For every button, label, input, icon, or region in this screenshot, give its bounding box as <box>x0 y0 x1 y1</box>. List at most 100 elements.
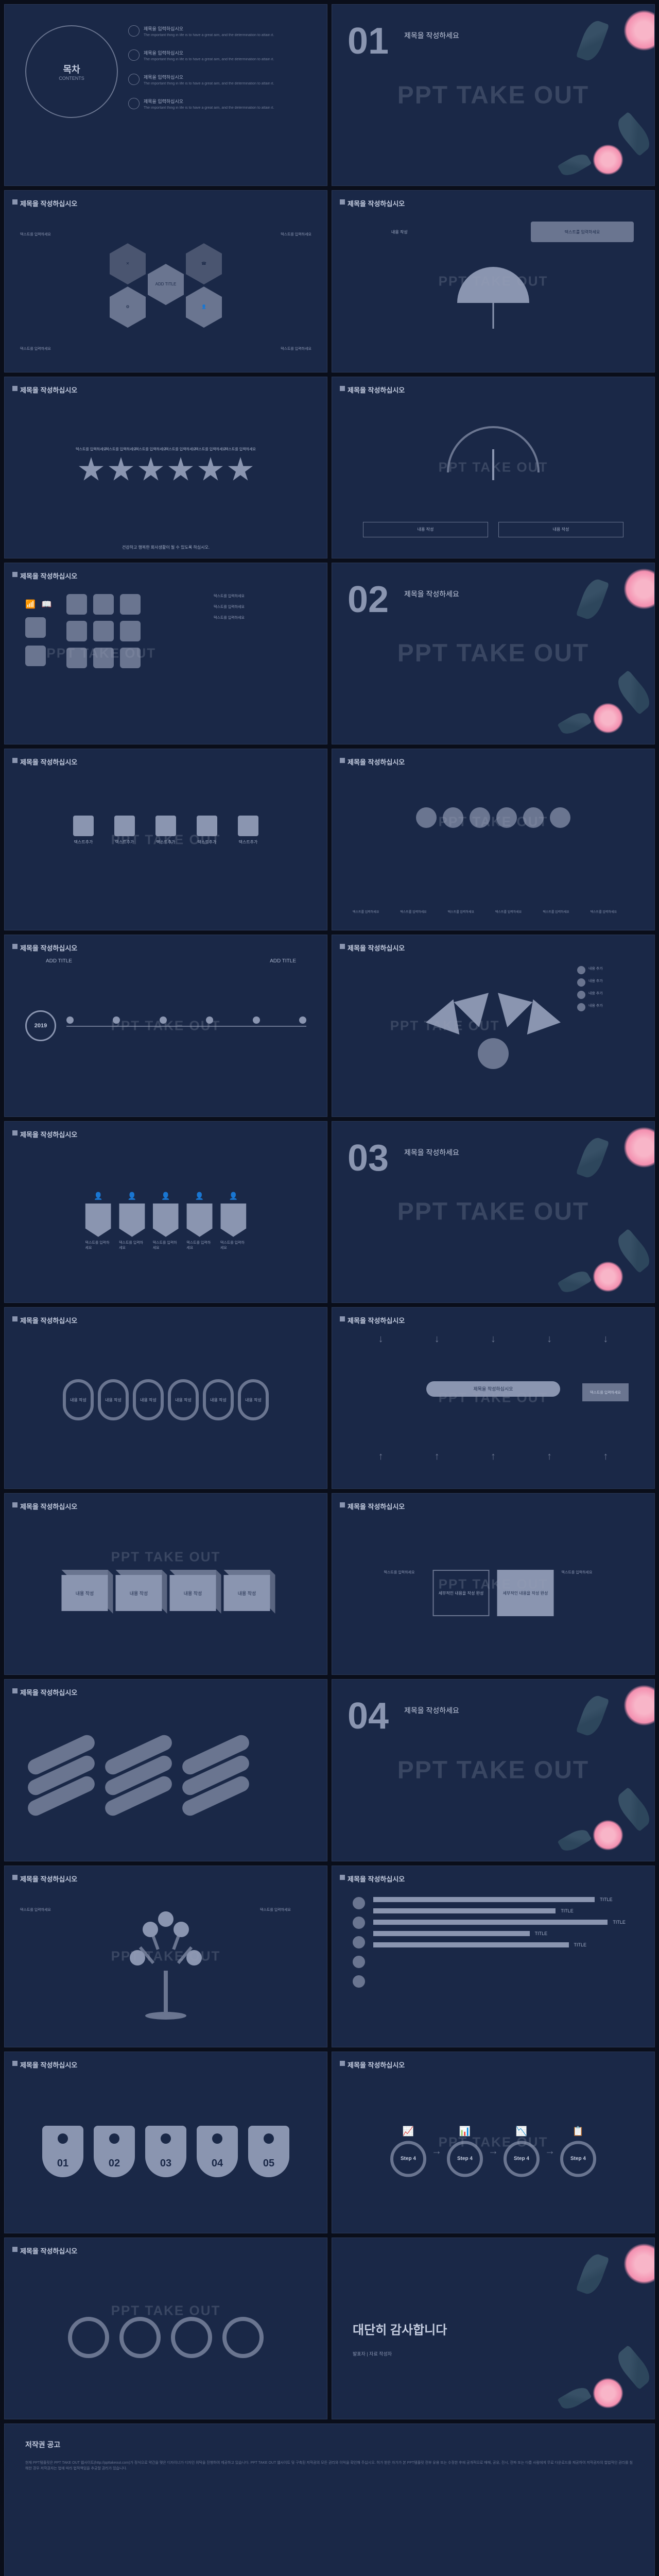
slide-copyright: 저작권 공고 현재 PPT템플릿은 PPT TAKE OUT 웹사이트(http… <box>4 2424 655 2576</box>
loop: 내용 작성 <box>63 1379 94 1420</box>
person-icon: 👤 <box>229 1192 237 1200</box>
bar-chart: TITLE TITLE TITLE TITLE TITLE <box>373 1897 634 1947</box>
right-text: 텍스트를 입력하세요텍스트를 입력하세요텍스트를 입력하세요 <box>214 594 306 621</box>
arrow-down-icon: ↓ <box>491 1333 496 1345</box>
slide-title: 제목을 작성하십시오 <box>348 1874 405 1884</box>
slide-umbrella: 제목을 작성하십시오 텍스트를 입력하세요 내용 작성 PPT TAKE OUT <box>332 190 655 372</box>
watermark: PPT TAKE OUT <box>111 1549 221 1565</box>
slide-title: 제목을 작성하십시오 <box>20 1687 77 1697</box>
toc-subtitle: CONTENTS <box>59 76 84 81</box>
doc-icons-row: 텍스트추가 텍스트추가 텍스트추가 텍스트추가 텍스트추가 <box>68 816 264 857</box>
side-text: 텍스트를 입력하세요 <box>384 1570 425 1616</box>
arrow-down-icon: ↓ <box>603 1333 608 1345</box>
section-title: 제목을 작성하세요 <box>404 1147 459 1158</box>
arrow-down-icon: ↓ <box>435 1333 440 1345</box>
slide-title: 제목을 작성하십시오 <box>20 1129 77 1139</box>
section-number: 03 <box>348 1137 389 1179</box>
side-text: 텍스트를 입력하세요 <box>562 1570 603 1616</box>
thanks-subtitle: 발표자 | 자료 작성자 <box>353 2350 392 2357</box>
section-title: 제목을 작성하세요 <box>404 589 459 599</box>
slide-toc: 목차 CONTENTS 제목을 입력하십시오The important thin… <box>4 4 327 186</box>
fountain-pole <box>492 449 494 480</box>
circle-icon <box>470 807 490 828</box>
add-title: ADD TITLE <box>46 958 72 964</box>
flower-decoration <box>493 1680 654 1860</box>
doc-icon <box>73 816 94 836</box>
flower-decoration <box>493 1122 654 1302</box>
circle-icons <box>416 807 570 828</box>
bar-icon <box>353 1917 365 1929</box>
doc-icon <box>155 816 176 836</box>
tag: 02 <box>94 2126 135 2177</box>
circle-icon <box>416 807 437 828</box>
arrows-up: ↑↑↑↑↑ <box>353 1451 634 1463</box>
text-box: 텍스트를 입력하세요 <box>531 222 634 242</box>
step-circle: Step 4 <box>504 2141 540 2177</box>
text-box: 내용 작성 <box>363 522 488 537</box>
side-text: 텍스트를 입력하세요 <box>260 232 311 237</box>
slide-circle-icons: 제목을 작성하십시오 텍스트를 입력하세요 텍스트를 입력하세요 텍스트를 입력… <box>332 749 655 930</box>
arrow-icon: → <box>488 2145 498 2157</box>
side-text: 텍스트를 입력하세요 <box>260 346 311 351</box>
bar <box>373 1920 608 1925</box>
slide-title: 제목을 작성하십시오 <box>348 1501 405 1511</box>
slide-tags: 제목을 작성하십시오 01 02 03 04 05 <box>4 2052 327 2233</box>
tags-row: 01 02 03 04 05 <box>42 2126 289 2177</box>
loop: 내용 작성 <box>203 1379 234 1420</box>
detail-box-filled: 세부적인 내용을 작성 완성 <box>497 1570 554 1616</box>
badges-row: 👤텍스트를 입력하세요 👤텍스트를 입력하세요 👤텍스트를 입력하세요 👤텍스트… <box>85 1192 247 1250</box>
add-title: ADD TITLE <box>270 958 296 964</box>
flower-decoration <box>493 563 654 744</box>
doc-icon <box>238 816 258 836</box>
star-icon <box>108 457 134 483</box>
slides-grid: 목차 CONTENTS 제목을 입력하십시오The important thin… <box>0 0 659 2576</box>
year-badge: 2019 <box>25 1010 56 1041</box>
fan-diagram <box>431 997 555 1069</box>
fan-center <box>478 1038 509 1069</box>
doc-icon <box>197 816 217 836</box>
book-icon: 📖 <box>42 599 52 609</box>
icon-box <box>93 621 114 641</box>
timeline-point <box>253 1016 260 1024</box>
slide-detail-boxes: 제목을 작성하십시오 텍스트를 입력하세요 세부적인 내용을 작성 완성 세부적… <box>332 1493 655 1675</box>
big-circle <box>222 2317 264 2358</box>
tree-diagram <box>114 1919 217 2012</box>
tag: 04 <box>197 2126 238 2177</box>
circles-row <box>68 2317 264 2358</box>
tree-base <box>145 2012 186 2020</box>
center-pill: 제목을 작성하십시오 <box>426 1381 560 1397</box>
icon-box <box>120 594 141 615</box>
slide-diagonal-caps: 제목을 작성하십시오 <box>4 1679 327 1861</box>
step-circle: Step 4 <box>390 2141 426 2177</box>
section-number: 01 <box>348 20 389 62</box>
toc-title: 목차 <box>63 62 80 76</box>
circle-icon <box>550 807 570 828</box>
slide-title: 제목을 작성하십시오 <box>20 2246 77 2256</box>
hexagon: 👤 <box>186 286 222 328</box>
arrow-up-icon: ↑ <box>491 1451 496 1463</box>
toc-items: 제목을 입력하십시오The important thing in life is… <box>128 25 311 122</box>
big-circle <box>119 2317 161 2358</box>
slide-title: 제목을 작성하십시오 <box>20 198 77 208</box>
section-title: 제목을 작성하세요 <box>404 30 459 41</box>
tag: 03 <box>145 2126 186 2177</box>
slide-bar-chart: 제목을 작성하십시오 TITLE TITLE TITLE TITLE TITLE <box>332 1866 655 2047</box>
arrow-icon: → <box>545 2145 555 2157</box>
circle-icon <box>496 807 517 828</box>
star-icon <box>198 457 223 483</box>
timeline-point <box>206 1016 213 1024</box>
slide-loops: 제목을 작성하십시오 내용 작성 내용 작성 내용 작성 내용 작성 내용 작성… <box>4 1307 327 1489</box>
toc-item: 제목을 입력하십시오The important thing in life is… <box>128 98 311 110</box>
slide-title: 제목을 작성하십시오 <box>20 571 77 581</box>
tree-node <box>186 1950 202 1965</box>
slide-title: 제목을 작성하십시오 <box>20 1874 77 1884</box>
text-box: 내용 작성 <box>498 522 623 537</box>
icon-box <box>66 621 87 641</box>
slide-arrow-flow: 제목을 작성하십시오 ↓↓↓↓↓ 제목을 작성하십시오 텍스트를 입력하세요 ↑… <box>332 1307 655 1489</box>
icon-box <box>120 621 141 641</box>
slide-section-03: 03 제목을 작성하세요 PPT TAKE OUT <box>332 1121 655 1303</box>
boxes-3d-row: 내용 작성 내용 작성 내용 작성 내용 작성 <box>62 1575 270 1611</box>
timeline-point <box>66 1016 74 1024</box>
timeline-points <box>66 1016 306 1024</box>
tree-node <box>158 1911 174 1927</box>
